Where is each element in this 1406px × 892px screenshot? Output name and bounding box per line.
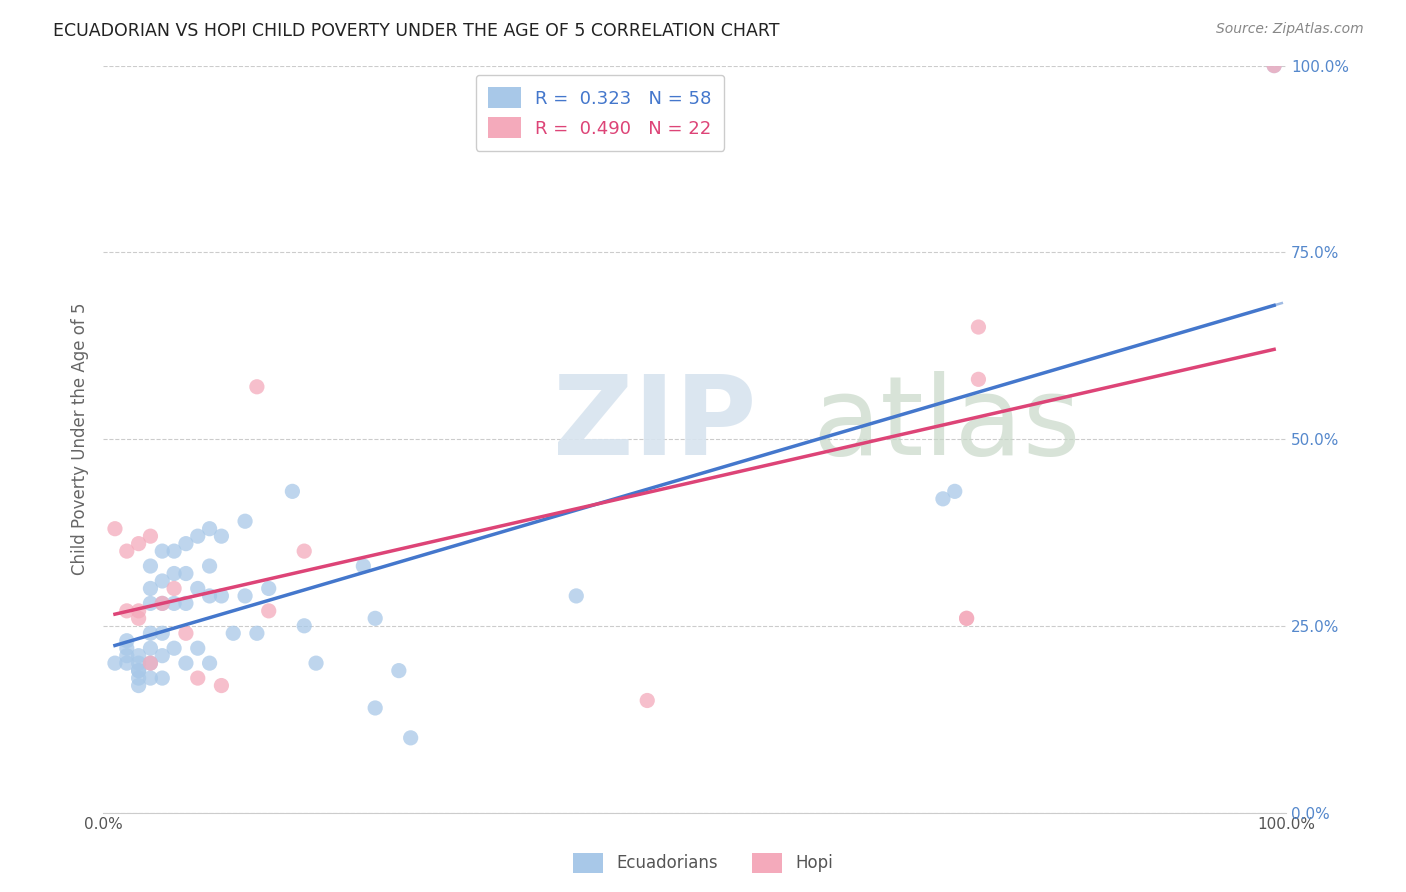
Point xyxy=(174,626,197,640)
Point xyxy=(150,671,173,685)
Point xyxy=(292,619,315,633)
Point xyxy=(209,529,232,543)
Legend: Ecuadorians, Hopi: Ecuadorians, Hopi xyxy=(567,847,839,880)
Point xyxy=(128,611,150,625)
Point xyxy=(257,582,280,596)
Point xyxy=(115,656,138,670)
Point xyxy=(636,693,658,707)
Point xyxy=(209,679,232,693)
Text: Source: ZipAtlas.com: Source: ZipAtlas.com xyxy=(1216,22,1364,37)
Point xyxy=(364,611,387,625)
Point xyxy=(150,626,173,640)
Point xyxy=(163,544,186,558)
Point xyxy=(139,641,162,656)
Point xyxy=(163,596,186,610)
Point xyxy=(955,611,977,625)
Point xyxy=(104,656,127,670)
Point xyxy=(115,604,138,618)
Point xyxy=(174,596,197,610)
Point xyxy=(187,529,209,543)
Point xyxy=(187,641,209,656)
Point xyxy=(174,656,197,670)
Point xyxy=(292,544,315,558)
Point xyxy=(163,582,186,596)
Point xyxy=(139,656,162,670)
Point xyxy=(932,491,955,506)
Point xyxy=(364,701,387,715)
Point xyxy=(115,544,138,558)
Point xyxy=(139,559,162,574)
Point xyxy=(1263,59,1285,73)
Point xyxy=(198,559,221,574)
Point xyxy=(198,656,221,670)
Text: ZIP: ZIP xyxy=(553,371,756,477)
Point xyxy=(281,484,304,499)
Point xyxy=(565,589,588,603)
Point xyxy=(163,641,186,656)
Point xyxy=(150,574,173,588)
Point xyxy=(352,559,374,574)
Point xyxy=(388,664,411,678)
Point xyxy=(967,372,990,386)
Point xyxy=(943,484,966,499)
Point xyxy=(257,604,280,618)
Point xyxy=(139,626,162,640)
Point xyxy=(233,514,256,528)
Point xyxy=(139,582,162,596)
Point xyxy=(967,320,990,334)
Point xyxy=(222,626,245,640)
Point xyxy=(128,664,150,678)
Text: atlas: atlas xyxy=(813,371,1081,477)
Point xyxy=(139,656,162,670)
Point xyxy=(399,731,422,745)
Point xyxy=(128,679,150,693)
Point xyxy=(198,522,221,536)
Point xyxy=(128,604,150,618)
Point xyxy=(1263,59,1285,73)
Point xyxy=(139,596,162,610)
Point xyxy=(115,648,138,663)
Point xyxy=(139,529,162,543)
Point xyxy=(150,596,173,610)
Point xyxy=(187,582,209,596)
Legend: R =  0.323   N = 58, R =  0.490   N = 22: R = 0.323 N = 58, R = 0.490 N = 22 xyxy=(475,75,724,151)
Point xyxy=(174,566,197,581)
Point xyxy=(174,536,197,550)
Point xyxy=(198,589,221,603)
Point xyxy=(115,633,138,648)
Point xyxy=(139,671,162,685)
Point xyxy=(187,671,209,685)
Point xyxy=(305,656,328,670)
Point xyxy=(128,648,150,663)
Point xyxy=(115,641,138,656)
Point xyxy=(246,380,269,394)
Point xyxy=(150,596,173,610)
Point xyxy=(246,626,269,640)
Point xyxy=(128,664,150,678)
Point xyxy=(128,536,150,550)
Point xyxy=(128,671,150,685)
Point xyxy=(128,656,150,670)
Point xyxy=(955,611,977,625)
Point xyxy=(150,544,173,558)
Point xyxy=(150,648,173,663)
Point xyxy=(104,522,127,536)
Text: ECUADORIAN VS HOPI CHILD POVERTY UNDER THE AGE OF 5 CORRELATION CHART: ECUADORIAN VS HOPI CHILD POVERTY UNDER T… xyxy=(53,22,780,40)
Point xyxy=(233,589,256,603)
Point xyxy=(209,589,232,603)
Point xyxy=(163,566,186,581)
Y-axis label: Child Poverty Under the Age of 5: Child Poverty Under the Age of 5 xyxy=(72,302,89,575)
